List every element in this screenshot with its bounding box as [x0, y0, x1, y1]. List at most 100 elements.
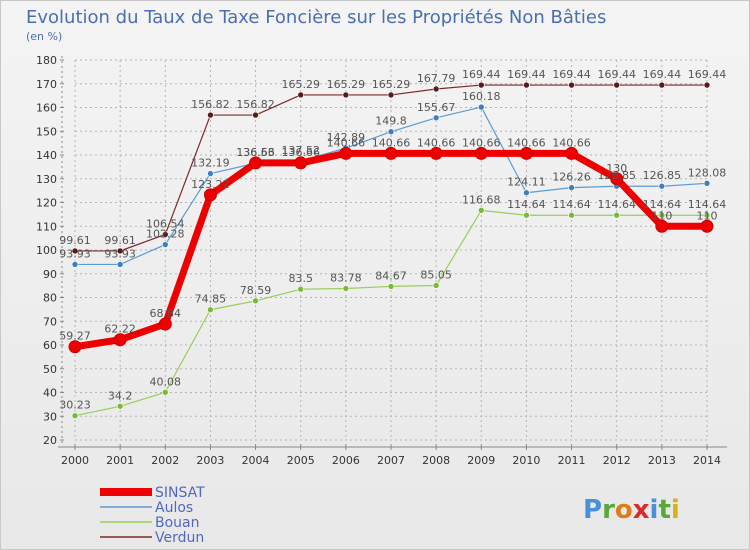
- data-label-bouan: 74.85: [195, 293, 227, 306]
- data-label-aulos: 102.28: [146, 228, 185, 241]
- x-tick-label: 2010: [512, 454, 540, 467]
- data-label-verdun: 167.79: [417, 72, 456, 85]
- data-point-aulos: [116, 261, 124, 268]
- data-label-verdun: 169.44: [643, 68, 682, 81]
- data-label-aulos: 160.18: [462, 90, 501, 103]
- y-tick-label: 140: [36, 149, 57, 162]
- x-tick-label: 2000: [61, 454, 89, 467]
- y-tick-label: 130: [36, 173, 57, 186]
- data-point-verdun: [523, 81, 530, 89]
- data-label-verdun: 169.44: [507, 68, 546, 81]
- data-point-sinsat: [429, 146, 443, 160]
- x-tick-label: 2013: [648, 454, 676, 467]
- data-label-verdun: 106.54: [146, 217, 185, 230]
- data-label-sinsat: 140.66: [507, 136, 546, 149]
- data-point-verdun: [613, 81, 621, 89]
- data-label-verdun: 169.44: [597, 68, 636, 81]
- data-label-sinsat: 62.22: [104, 323, 136, 336]
- x-tick-label: 2014: [693, 454, 721, 467]
- data-label-bouan: 114.64: [688, 198, 727, 211]
- y-tick-label: 160: [36, 102, 57, 115]
- data-label-sinsat: 110: [651, 209, 672, 222]
- data-label-bouan: 114.64: [643, 198, 682, 211]
- data-label-verdun: 169.44: [462, 68, 501, 81]
- data-point-bouan: [297, 285, 305, 293]
- y-tick-label: 110: [36, 220, 57, 233]
- data-label-verdun: 169.44: [688, 68, 727, 81]
- data-point-aulos: [387, 128, 395, 136]
- y-tick-label: 40: [43, 387, 57, 400]
- data-label-verdun: 99.61: [59, 234, 91, 247]
- data-label-verdun: 156.82: [236, 98, 275, 111]
- y-tick-label: 50: [43, 363, 57, 376]
- data-point-aulos: [161, 241, 169, 248]
- data-label-verdun: 165.29: [327, 78, 366, 91]
- logo-text: Proxiti: [583, 495, 680, 525]
- data-label-verdun: 165.29: [281, 78, 320, 91]
- data-point-bouan: [116, 402, 124, 410]
- data-label-bouan: 34.2: [108, 389, 133, 402]
- x-tick-label: 2005: [287, 454, 315, 467]
- y-tick-label: 120: [36, 197, 57, 210]
- data-point-bouan: [613, 211, 621, 219]
- data-label-bouan: 116.68: [462, 193, 501, 206]
- data-label-bouan: 114.64: [597, 198, 636, 211]
- data-point-bouan: [432, 282, 440, 289]
- data-label-sinsat: 136.66: [236, 146, 275, 159]
- logo-letter: x: [633, 495, 650, 525]
- data-label-aulos: 136.53: [236, 146, 275, 159]
- logo-letter: P: [583, 495, 602, 525]
- data-point-aulos: [568, 184, 575, 191]
- x-tick-label: 2012: [603, 454, 631, 467]
- data-label-bouan: 84.67: [375, 269, 407, 282]
- y-tick-label: 170: [36, 78, 57, 91]
- proxiti-logo: Proxiti: [583, 495, 680, 525]
- logo-letter: o: [615, 495, 633, 525]
- legend-label-aulos: Aulos: [155, 500, 193, 516]
- x-tick-label: 2011: [558, 454, 586, 467]
- data-point-aulos: [658, 182, 666, 190]
- x-tick-label: 2003: [196, 454, 224, 467]
- data-point-verdun: [568, 81, 575, 89]
- data-label-verdun: 156.82: [191, 98, 230, 111]
- data-label-bouan: 78.59: [240, 284, 272, 297]
- x-tick-label: 2009: [467, 454, 495, 467]
- data-point-verdun: [658, 81, 666, 89]
- data-point-verdun: [432, 85, 440, 93]
- logo-letter: t: [658, 495, 670, 525]
- data-point-sinsat: [519, 146, 533, 160]
- x-tick-label: 2006: [332, 454, 360, 467]
- y-tick-label: 80: [43, 292, 57, 305]
- series: [68, 81, 714, 420]
- data-label-bouan: 85.05: [420, 269, 452, 282]
- x-tick-label: 2004: [242, 454, 270, 467]
- data-point-aulos: [71, 261, 79, 268]
- axes: 20 30 40 50 60 70 80 90 100 110 120 130 140 150 160 170…: [36, 54, 727, 467]
- data-label-sinsat: 140.66: [327, 136, 366, 149]
- y-tick-label: 150: [36, 125, 57, 138]
- logo-letter: i: [650, 495, 659, 525]
- data-label-verdun: 99.61: [104, 234, 136, 247]
- data-label-sinsat: 59.27: [59, 330, 91, 343]
- data-point-bouan: [161, 389, 169, 396]
- y-tick-label: 90: [43, 268, 57, 281]
- data-point-aulos: [432, 114, 440, 122]
- data-point-verdun: [116, 247, 124, 255]
- data-point-bouan: [252, 297, 259, 305]
- data-point-bouan: [523, 211, 530, 219]
- data-label-bouan: 30.23: [59, 399, 91, 412]
- data-point-bouan: [71, 412, 79, 420]
- data-point-bouan: [568, 211, 575, 219]
- data-point-verdun: [161, 231, 169, 238]
- data-labels: 99.61 99.61 106.54 156.82 156.82 165.29 165.29…: [59, 68, 726, 412]
- data-label-sinsat: 110: [697, 209, 718, 222]
- data-label-verdun: 169.44: [552, 68, 591, 81]
- data-point-verdun: [207, 111, 214, 119]
- data-label-aulos: 137.52: [281, 144, 320, 157]
- data-point-sinsat: [158, 317, 172, 331]
- data-label-aulos: 93.93: [59, 247, 91, 260]
- data-point-verdun: [252, 111, 259, 119]
